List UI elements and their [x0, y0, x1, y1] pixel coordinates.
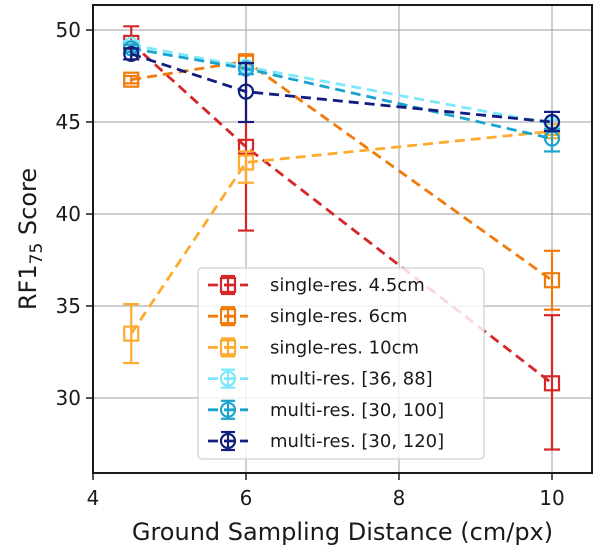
data-point — [543, 113, 561, 131]
legend-marker — [219, 401, 237, 418]
legend-label: multi-res. [36, 88] — [270, 369, 433, 390]
x-tick-label: 8 — [393, 486, 406, 510]
y-tick-label: 40 — [56, 202, 81, 226]
legend-marker — [219, 432, 237, 450]
plot-frame — [92, 4, 593, 474]
x-axis-label: Ground Sampling Distance (cm/px) — [132, 518, 553, 546]
data-point — [543, 272, 561, 289]
legend-box — [197, 267, 485, 460]
y-tick-label: 50 — [56, 18, 81, 42]
y-tick-label: 35 — [56, 294, 81, 318]
data-point — [237, 83, 255, 100]
legend-marker — [219, 339, 237, 356]
legend-item: single-res. 6cm — [208, 306, 408, 327]
legend-label: multi-res. [30, 120] — [270, 431, 444, 452]
y-axis-label-main: RF1 — [14, 264, 42, 310]
legend-item: single-res. 10cm — [208, 337, 419, 358]
data-point — [123, 45, 140, 63]
series-layer — [123, 25, 561, 451]
legend-label: single-res. 4.5cm — [270, 275, 425, 296]
legend-label: single-res. 6cm — [270, 306, 408, 327]
y-tick-label: 30 — [56, 386, 81, 410]
series-line — [130, 43, 553, 126]
data-point — [123, 71, 140, 88]
legend-label: multi-res. [30, 100] — [270, 400, 444, 421]
legend-marker — [219, 370, 237, 387]
legend-item: single-res. 4.5cm — [208, 274, 425, 296]
legend-item: multi-res. [30, 100] — [208, 399, 444, 421]
x-axis: 4 6 8 10 — [87, 473, 565, 510]
series-line — [130, 41, 553, 385]
data-point — [543, 375, 561, 392]
series-line — [131, 47, 553, 140]
series-line — [131, 59, 553, 282]
data-point — [237, 154, 255, 171]
x-tick-label: 10 — [539, 486, 564, 510]
y-axis-label-subscript: 75 — [27, 243, 47, 265]
legend: single-res. 4.5cm single-res. 6cm single-r… — [197, 267, 485, 460]
y-axis-label: RF175 Score — [14, 168, 47, 310]
series-5 — [123, 40, 561, 153]
y-axis: 30 35 40 45 50 — [56, 18, 93, 410]
legend-item: multi-res. [30, 120] — [208, 430, 444, 452]
legend-label: single-res. 10cm — [270, 337, 419, 358]
y-tick-label: 45 — [56, 110, 81, 134]
y-axis-label-suffix: Score — [14, 168, 42, 243]
series-6 — [123, 45, 561, 133]
x-tick-label: 6 — [240, 486, 253, 510]
legend-item: multi-res. [36, 88] — [208, 368, 433, 390]
series-line — [130, 129, 553, 335]
data-point — [123, 325, 140, 342]
legend-marker — [219, 276, 237, 294]
legend-marker — [219, 308, 237, 325]
x-tick-label: 4 — [87, 486, 100, 510]
series-line — [130, 52, 553, 124]
